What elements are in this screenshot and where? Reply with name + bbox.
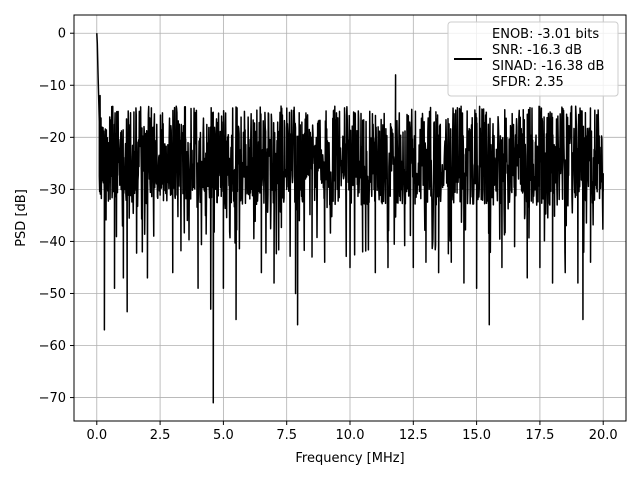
- x-tick-label: 7.5: [276, 428, 297, 443]
- legend-sinad: SINAD: -16.38 dB: [492, 59, 604, 74]
- x-tick-label: 5.0: [213, 428, 234, 443]
- x-tick-label: 10.0: [336, 428, 365, 443]
- legend-sfdr: SFDR: 2.35: [492, 75, 564, 90]
- x-axis-label: Frequency [MHz]: [295, 451, 404, 466]
- x-axis-ticks: 0.0 2.5 5.0 7.5 10.0 12.5 15.0 17.5 20.0: [86, 421, 618, 443]
- y-axis-label: PSD [dB]: [14, 189, 29, 247]
- series-layer: [96, 33, 604, 404]
- x-tick-label: 2.5: [150, 428, 171, 443]
- legend-snr: SNR: -16.3 dB: [492, 43, 582, 58]
- plot-area: [96, 33, 604, 404]
- x-tick-label: 20.0: [589, 428, 618, 443]
- y-tick-label: −30: [39, 183, 66, 198]
- y-tick-label: −10: [39, 79, 66, 94]
- psd-series-line: [96, 33, 604, 404]
- y-tick-label: −20: [39, 131, 66, 146]
- y-tick-label: −40: [39, 235, 66, 250]
- x-tick-label: 12.5: [399, 428, 428, 443]
- legend-enob: ENOB: -3.01 bits: [492, 27, 599, 42]
- y-axis-ticks: 0 −10 −20 −30 −40 −50 −60 −70: [39, 27, 74, 406]
- y-tick-label: −50: [39, 287, 66, 302]
- y-tick-label: 0: [58, 27, 66, 42]
- y-tick-label: −60: [39, 339, 66, 354]
- y-tick-label: −70: [39, 391, 66, 406]
- legend-box: [447, 21, 619, 97]
- x-tick-label: 15.0: [462, 428, 491, 443]
- x-tick-label: 17.5: [525, 428, 554, 443]
- legend: ENOB: -3.01 bits SNR: -16.3 dB SINAD: -1…: [447, 21, 619, 97]
- x-tick-label: 0.0: [86, 428, 107, 443]
